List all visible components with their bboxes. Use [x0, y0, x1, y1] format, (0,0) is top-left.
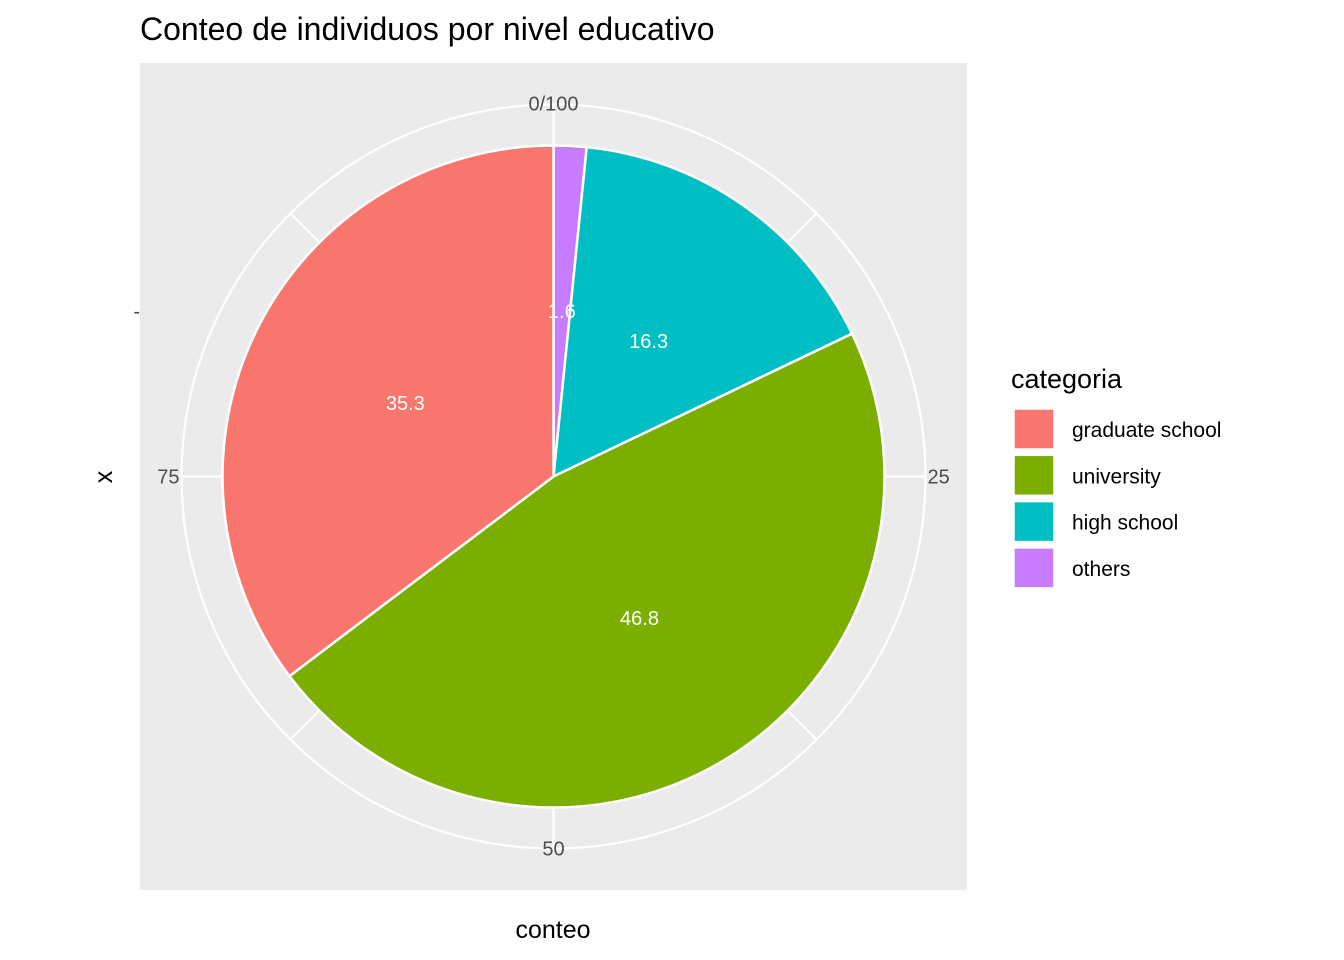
- legend-label-graduate-school: graduate school: [1072, 419, 1221, 442]
- data-label-high-school: 16.3: [629, 331, 668, 353]
- slice-high-school: [552, 145, 854, 478]
- slice-graduate-school: [221, 144, 555, 678]
- legend-key-graduate-school: [1013, 408, 1055, 450]
- legend-key-others: [1013, 547, 1055, 589]
- data-label-layer: 1.6 16.3 46.8 35.3: [386, 301, 668, 630]
- legend-title: categoria: [1011, 364, 1123, 394]
- data-label-university: 46.8: [620, 608, 659, 630]
- legend-label-others: others: [1072, 558, 1130, 581]
- slice-university: [288, 332, 886, 809]
- y-axis-title: x: [90, 470, 118, 483]
- legend-label-high-school: high school: [1072, 512, 1178, 535]
- legend-key-high-school: [1013, 500, 1055, 543]
- legend-key-university: [1013, 454, 1055, 497]
- slice-layer: [221, 144, 886, 809]
- tick-label-layer: 0/100 25 50 75: [157, 94, 950, 861]
- chart-title: Conteo de individuos por nivel educativo: [140, 11, 715, 47]
- legend-label-university: university: [1072, 465, 1161, 488]
- theta-tick-label: 25: [928, 467, 950, 489]
- theta-tick-label: 0/100: [528, 94, 578, 116]
- y-tick-label: -: [133, 301, 140, 323]
- theta-tick-label: 50: [542, 839, 564, 861]
- legend: categoria graduate school university high …: [1011, 364, 1221, 589]
- theta-tick-label: 75: [157, 467, 179, 489]
- x-axis-title: conteo: [515, 916, 590, 944]
- data-label-others: 1.6: [548, 301, 576, 323]
- data-label-graduate-school: 35.3: [386, 393, 425, 415]
- legend-items: graduate school university high school othe…: [1013, 408, 1221, 589]
